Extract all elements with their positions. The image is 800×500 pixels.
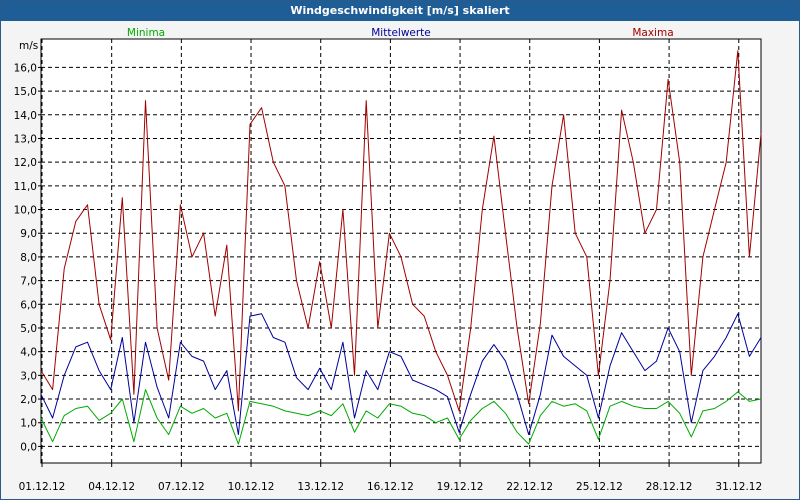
y-tick-label: 10,0 xyxy=(14,205,37,217)
plot-area xyxy=(40,38,762,464)
y-tick-label: 1,0 xyxy=(20,418,37,430)
legend-minima: Minima xyxy=(127,27,165,39)
x-tick-label: 13.12.12 xyxy=(297,481,344,493)
series-line-maxima xyxy=(40,50,762,412)
axes: 0,0 1,0 2,0 3,0 4,0 5,0 6,0 7,0 8,0 9,0 10,0 11,0 12… xyxy=(14,62,763,493)
wind-speed-chart: 0,0 1,0 2,0 3,0 4,0 5,0 6,0 7,0 8,0 9,0 10,0 11,0 12… xyxy=(14,27,763,493)
y-tick-label: 8,0 xyxy=(20,252,37,264)
x-tick-label: 31.12.12 xyxy=(715,481,762,493)
y-tick-label: 5,0 xyxy=(20,323,37,335)
window-title: Windgeschwindigkeit [m/s] skaliert xyxy=(1,1,799,21)
legend-maxima: Maxima xyxy=(632,27,673,39)
x-tick-label: 19.12.12 xyxy=(437,481,484,493)
y-tick-label: 11,0 xyxy=(14,181,37,193)
y-tick-label: 12,0 xyxy=(14,157,37,169)
y-tick-label: 2,0 xyxy=(20,394,37,406)
x-tick-label: 10.12.12 xyxy=(228,481,275,493)
x-tick-label: 01.12.12 xyxy=(19,481,66,493)
y-tick-label: 3,0 xyxy=(20,370,37,382)
y-tick-label: 13,0 xyxy=(14,133,37,145)
y-tick-label: 7,0 xyxy=(20,276,37,288)
series-line-mittelwerte xyxy=(40,313,762,436)
series-line-minima xyxy=(40,389,762,445)
y-tick-label: 16,0 xyxy=(14,62,37,74)
y-tick-label: 15,0 xyxy=(14,86,37,98)
y-tick-label: 9,0 xyxy=(20,228,37,240)
x-tick-label: 16.12.12 xyxy=(367,481,414,493)
y-tick-label: 14,0 xyxy=(14,110,37,122)
x-tick-label: 07.12.12 xyxy=(158,481,205,493)
legend-mittelwerte: Mittelwerte xyxy=(371,27,431,39)
x-tick-label: 28.12.12 xyxy=(646,481,693,493)
series xyxy=(40,50,762,445)
x-tick-label: 04.12.12 xyxy=(88,481,135,493)
y-axis-label: m/s xyxy=(19,40,38,52)
y-tick-label: 4,0 xyxy=(20,347,37,359)
x-tick-label: 22.12.12 xyxy=(506,481,553,493)
x-tick-label: 25.12.12 xyxy=(576,481,623,493)
y-tick-label: 0,0 xyxy=(20,441,37,453)
y-tick-label: 6,0 xyxy=(20,299,37,311)
